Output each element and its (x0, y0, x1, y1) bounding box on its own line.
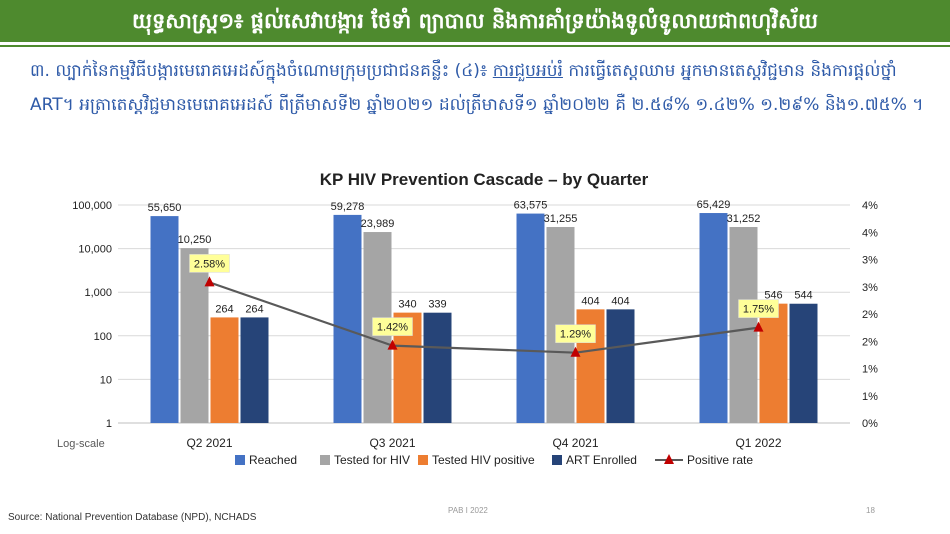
bar-value-label: 31,255 (544, 213, 578, 225)
y-right-tick-label: 3% (862, 282, 878, 294)
y-right-tick-label: 3% (862, 255, 878, 267)
source-note: Source: National Prevention Database (NP… (8, 512, 257, 523)
legend-swatch-tested-hiv-positive (418, 455, 428, 465)
positive-rate-marker (753, 321, 764, 332)
bar-reached (150, 216, 179, 423)
y-right-tick-label: 4% (862, 227, 878, 239)
positive-rate-label-box (189, 254, 230, 273)
legend-swatch-art-enrolled (552, 455, 562, 465)
bar-value-label: 340 (398, 299, 416, 311)
y-left-tick-label: 1 (106, 418, 112, 430)
bar-reached (516, 213, 545, 423)
chart-title: KP HIV Prevention Cascade – by Quarter (320, 170, 649, 189)
slide-banner-title: យុទ្ធសាស្ត្រ១៖ ផ្តល់សេវាបង្ការ ថែទាំ ព្យ… (0, 0, 950, 42)
y-left-tick-label: 10,000 (78, 244, 112, 256)
bar-value-label: 10,250 (178, 234, 212, 246)
banner-divider (0, 45, 950, 47)
bar-value-label: 339 (428, 299, 446, 311)
bar-art-enrolled (240, 317, 269, 423)
y-left-tick-label: 100,000 (72, 200, 112, 212)
bar-tested-hiv-positive (210, 317, 239, 423)
y-right-tick-label: 0% (862, 418, 878, 430)
y-left-tick-label: 1,000 (84, 287, 112, 299)
legend-label-reached: Reached (249, 453, 297, 467)
bar-art-enrolled (606, 309, 635, 423)
bar-value-label: 546 (764, 290, 782, 302)
positive-rate-label: 1.42% (377, 322, 408, 334)
intro-paragraph: ៣. ល្បាក់នៃកម្មវិធីបង្ការមេរោគអេដស៍ក្នុង… (30, 54, 925, 122)
legend-label-tested-for-hiv: Tested for HIV (334, 453, 410, 467)
bar-tested-for-hiv (180, 248, 209, 423)
bar-art-enrolled (789, 303, 818, 423)
x-category-label: Q3 2021 (369, 436, 415, 450)
intro-prefix: ៣. ល្បាក់នៃកម្មវិធីបង្ការមេរោគអេដស៍ក្នុង… (30, 61, 493, 81)
y-right-tick-label: 4% (862, 200, 878, 212)
bar-value-label: 55,650 (148, 202, 182, 214)
bar-reached (699, 213, 728, 423)
bar-value-label: 404 (611, 295, 629, 307)
bar-value-label: 65,429 (697, 199, 731, 211)
positive-rate-label: 1.75% (743, 304, 774, 316)
bar-tested-for-hiv (729, 227, 758, 423)
positive-rate-label: 2.58% (194, 258, 225, 270)
y-right-tick-label: 1% (862, 364, 878, 376)
positive-rate-label: 1.29% (560, 329, 591, 341)
bar-value-label: 544 (794, 290, 812, 302)
legend-swatch-reached (235, 455, 245, 465)
positive-rate-marker (570, 346, 581, 357)
x-category-label: Q1 2022 (735, 436, 781, 450)
positive-rate-label-box (738, 299, 779, 318)
intro-highlight: ការជួបអប់រំ (492, 61, 563, 81)
bar-value-label: 59,278 (331, 201, 365, 213)
bar-value-label: 264 (245, 303, 263, 315)
bar-reached (333, 214, 362, 423)
bar-tested-hiv-positive (759, 303, 788, 423)
y-right-tick-label: 2% (862, 309, 878, 321)
positive-rate-line (209, 281, 759, 354)
x-category-label: Q2 2021 (186, 436, 232, 450)
positive-rate-marker (204, 276, 215, 287)
legend-swatch-positive-rate-marker (664, 454, 674, 464)
intro-rest: ការធ្វើតេស្តឈាម អ្នកមានតេស្តវិជ្ជមាន និង… (30, 61, 924, 115)
bar-value-label: 31,252 (727, 213, 761, 225)
legend-swatch-tested-for-hiv (320, 455, 330, 465)
footer-text: PAB I 2022 (448, 506, 488, 515)
y-left-tick-label: 100 (94, 331, 112, 343)
page-number: 18 (866, 506, 875, 515)
bar-art-enrolled (423, 312, 452, 423)
positive-rate-marker (387, 339, 398, 350)
kp-hiv-cascade-chart: KP HIV Prevention Cascade – by Quarter 1 1… (57, 170, 878, 467)
bar-value-label: 404 (581, 295, 599, 307)
legend-label-tested-hiv-positive: Tested HIV positive (432, 453, 535, 467)
legend-label-positive-rate: Positive rate (687, 453, 753, 467)
bar-value-label: 264 (215, 303, 233, 315)
y-left-tick-label: 10 (100, 374, 112, 386)
y-right-tick-label: 1% (862, 391, 878, 403)
bar-value-label: 63,575 (514, 200, 548, 212)
legend-label-art-enrolled: ART Enrolled (566, 453, 637, 467)
positive-rate-label-box (372, 317, 413, 336)
bar-value-label: 23,989 (361, 218, 395, 230)
y-axis-scale-label: Log-scale (57, 438, 105, 450)
positive-rate-label-box (555, 324, 596, 343)
x-category-label: Q4 2021 (552, 436, 598, 450)
y-right-tick-label: 2% (862, 336, 878, 348)
